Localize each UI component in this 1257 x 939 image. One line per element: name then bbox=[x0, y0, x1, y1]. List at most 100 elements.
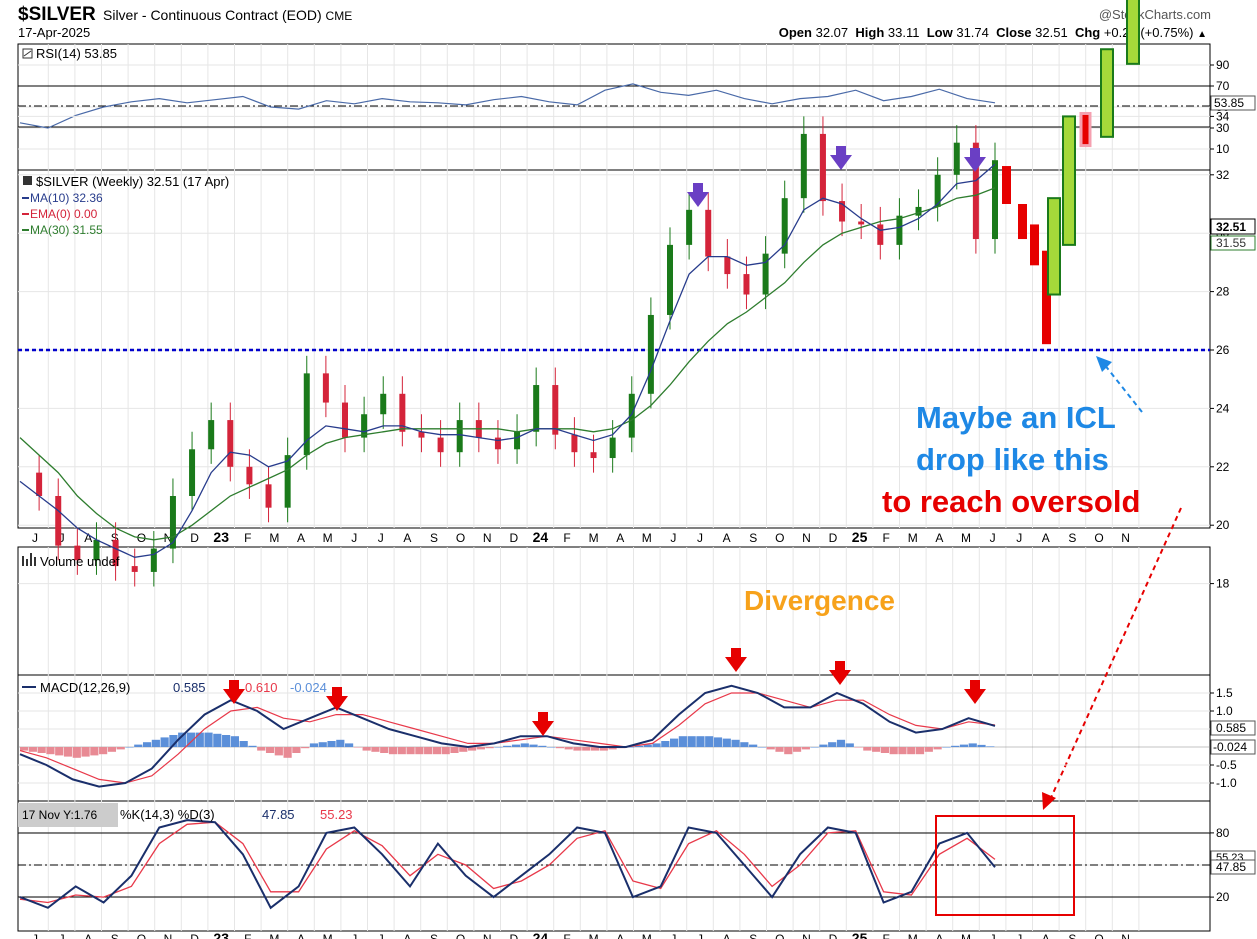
x-tick-label: F bbox=[563, 932, 570, 939]
x-tick-label: J bbox=[1016, 932, 1022, 939]
collapse-icon[interactable]: ▲ bbox=[1197, 29, 1207, 40]
projection-bar bbox=[1002, 166, 1011, 204]
candle-body bbox=[609, 437, 616, 459]
projection-bar bbox=[1030, 224, 1039, 266]
x-tick-label: M bbox=[908, 531, 918, 545]
macd-hist-bar bbox=[503, 745, 512, 747]
open-label: Open bbox=[778, 25, 812, 40]
macd-hist-bar bbox=[90, 747, 99, 756]
x-tick-label: J bbox=[990, 932, 996, 939]
stoch-tooltip: 17 Nov Y:1.76 bbox=[22, 808, 97, 822]
x-tick-label: O bbox=[775, 932, 784, 939]
macd-hist-bar bbox=[432, 747, 442, 755]
x-tick-label: 23 bbox=[213, 930, 229, 939]
macd-hist-bar bbox=[819, 744, 828, 747]
macd-hist-bar bbox=[424, 747, 433, 755]
y-tick-label: 90 bbox=[1216, 58, 1230, 72]
x-tick-label: O bbox=[137, 932, 146, 939]
y-tick-label: -1.0 bbox=[1216, 776, 1237, 790]
candle-body bbox=[533, 385, 540, 432]
macd-hist-bar bbox=[494, 747, 503, 748]
ma10-line bbox=[19, 163, 996, 558]
stoch-k-tag bbox=[1210, 859, 1256, 875]
y-tick-label: 20 bbox=[1216, 890, 1230, 904]
macd-hist-bar bbox=[792, 747, 802, 752]
high-value: 33.11 bbox=[887, 25, 920, 40]
x-tick-label: S bbox=[111, 932, 119, 939]
x-tick-label: J bbox=[1016, 531, 1022, 545]
arrow-down-icon bbox=[725, 648, 747, 672]
y-tick-label: 30 bbox=[1216, 121, 1230, 135]
macd-hist-bar bbox=[397, 747, 406, 755]
y-tick-label: 18 bbox=[1216, 577, 1230, 591]
macd-hist-bar bbox=[178, 732, 187, 747]
x-tick-label: A bbox=[403, 932, 411, 939]
x-tick-label: A bbox=[935, 531, 943, 545]
stoch-tooltip-bg bbox=[18, 803, 118, 827]
legend-ma10: MA(10) 32.36 bbox=[30, 191, 103, 205]
macd-hist-bar bbox=[784, 747, 793, 755]
candle-body bbox=[858, 221, 865, 225]
macd-hist-bar bbox=[353, 747, 362, 748]
x-tick-label: 24 bbox=[533, 529, 549, 545]
candle-body bbox=[150, 548, 157, 572]
projection-bar bbox=[1100, 48, 1114, 138]
candle-body bbox=[552, 385, 559, 435]
projection-bar bbox=[1018, 204, 1027, 240]
x-tick-label: M bbox=[589, 531, 599, 545]
candle-body bbox=[494, 437, 501, 450]
macd-value-tag-text: 0.585 bbox=[1216, 721, 1246, 735]
close-label: Close bbox=[996, 25, 1032, 40]
x-tick-label: F bbox=[244, 531, 251, 545]
y-tick-label: 1.5 bbox=[1216, 686, 1233, 700]
y-tick-label: 26 bbox=[1216, 343, 1230, 357]
x-tick-label: N bbox=[483, 531, 492, 545]
legend-main: $SILVER (Weekly) 32.51 (17 Apr) bbox=[36, 174, 229, 189]
x-axis-bottom: J J A S O N D 23 F M A M J J A S O N D 24 F M A M J J A S O N D 25 F M A M J… bbox=[32, 930, 1130, 939]
candle-body bbox=[246, 466, 253, 485]
macd-hist-bar bbox=[81, 747, 90, 757]
projection-bar bbox=[1126, 0, 1140, 65]
candle-body bbox=[934, 174, 941, 207]
candle-body bbox=[74, 545, 81, 561]
macd-hist-bar bbox=[757, 747, 767, 748]
highlight-box bbox=[935, 815, 1075, 916]
macd-hist-bar bbox=[169, 735, 178, 747]
x-tick-label: O bbox=[456, 932, 465, 939]
macd-hist-bar bbox=[239, 741, 248, 747]
macd-hist-bar bbox=[20, 747, 29, 751]
macd-hist-bar bbox=[476, 747, 485, 750]
macd-hist-bar bbox=[371, 747, 380, 752]
macd-hist-bar bbox=[924, 747, 933, 752]
macd-hist-bar bbox=[599, 747, 608, 751]
stoch-k-line bbox=[19, 819, 996, 910]
icl-annotation-line3: to reach oversold bbox=[882, 484, 1140, 519]
x-tick-label: A bbox=[297, 932, 305, 939]
macd-hist-bar bbox=[265, 747, 275, 753]
candle-body bbox=[303, 373, 310, 456]
candle-body bbox=[208, 420, 215, 450]
macd-hist-bar bbox=[257, 747, 266, 751]
candle-body bbox=[877, 224, 884, 245]
x-tick-label: J bbox=[351, 531, 357, 545]
macd-hist-bar bbox=[72, 747, 81, 758]
candle-body bbox=[227, 420, 234, 467]
macd-hist-bar bbox=[907, 747, 916, 755]
x-tick-label: J bbox=[378, 531, 384, 545]
x-tick-label: S bbox=[111, 531, 119, 545]
macd-hist-bar bbox=[362, 747, 371, 751]
arrow-down-icon bbox=[830, 146, 852, 170]
arrow-down-icon bbox=[326, 687, 348, 711]
x-tick-label: J bbox=[351, 932, 357, 939]
legend-ema: EMA(0) 0.00 bbox=[30, 207, 98, 221]
macd-hist-bar bbox=[28, 747, 37, 752]
candle-body bbox=[896, 215, 903, 245]
macd-hist-bar bbox=[415, 747, 424, 755]
x-tick-label: N bbox=[1121, 932, 1130, 939]
x-tick-label: A bbox=[84, 932, 92, 939]
macd-hist-bar bbox=[731, 739, 740, 747]
x-tick-label: A bbox=[723, 531, 731, 545]
x-tick-label: S bbox=[1068, 531, 1076, 545]
macd-hist-bar bbox=[292, 747, 301, 753]
x-tick-label: F bbox=[883, 932, 890, 939]
